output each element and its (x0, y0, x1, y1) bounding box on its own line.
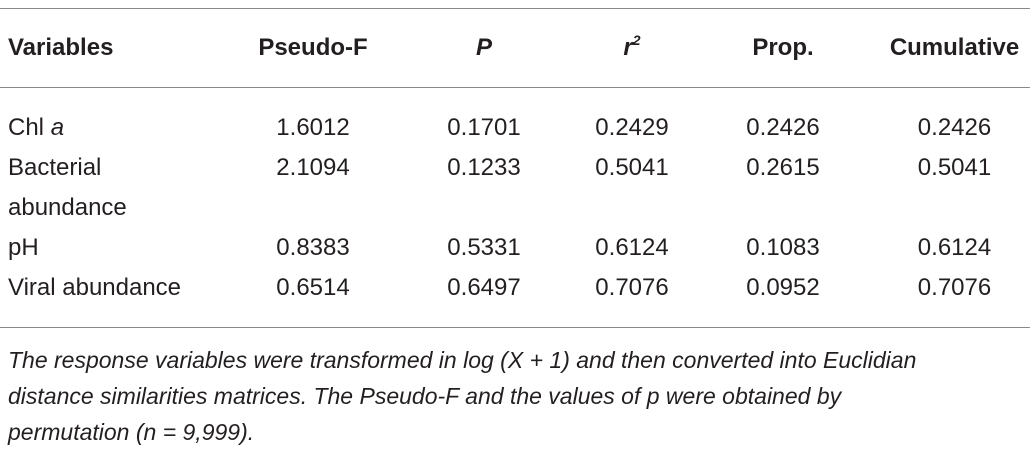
cell-text: Cumulative (889, 34, 1020, 61)
cell-text: Chl (8, 114, 51, 141)
cell-text: 0.2429 (595, 114, 669, 141)
cell: 0.5041 (879, 148, 1030, 228)
header-cell: Prop. (687, 8, 879, 88)
cell: 0.8383 (235, 228, 391, 268)
row-label: Chl a (0, 88, 235, 149)
cell-text: 0.2426 (917, 114, 992, 141)
table-body: Chl a 1.6012 0.1701 0.2429 0.2426 0.2426 Bacte… (0, 88, 1030, 328)
cell-text: Prop. (752, 34, 814, 61)
cell-text: 2.1094 (276, 154, 350, 181)
cell-text: Viral abundance (8, 274, 182, 301)
row-label: pH (0, 228, 235, 268)
cell: 2.1094 (235, 148, 391, 228)
cell: 0.6514 (235, 268, 391, 328)
cell: 0.2615 (687, 148, 879, 228)
footnote-line: distance similarities matrices. The Pseu… (8, 383, 842, 409)
footnote-line: The response variables were transformed … (8, 347, 917, 373)
cell: 0.0952 (687, 268, 879, 328)
table-row: Bacterial abundance 2.1094 0.1233 0.5041 0.2… (0, 148, 1030, 228)
cell: 0.7076 (879, 268, 1030, 328)
cell: 0.5041 (577, 148, 687, 228)
cell-text: 0.0952 (746, 274, 820, 301)
table-row: Viral abundance 0.6514 0.6497 0.7076 0.0952 0… (0, 268, 1030, 328)
cell-text: 0.2615 (746, 154, 820, 181)
header-cell: P (391, 8, 577, 88)
header-cell: Pseudo-F (235, 8, 391, 88)
row-label: Bacterial abundance (0, 148, 235, 228)
cell: 0.6124 (879, 228, 1030, 268)
cell-text: Variables (8, 34, 114, 61)
header-cell: r2 (577, 8, 687, 88)
cell-text: Bacterial abundance (8, 154, 127, 221)
cell: 0.2426 (879, 88, 1030, 149)
cell-text: 0.7076 (595, 274, 669, 301)
header-cell: Cumulative (879, 8, 1030, 88)
cell-text: 0.5331 (447, 234, 521, 261)
cell: 0.1083 (687, 228, 879, 268)
cell-text: 0.6497 (447, 274, 521, 301)
cell-text: 0.2426 (746, 114, 820, 141)
cell-text: 0.8383 (276, 234, 350, 261)
cell-text: 0.7076 (917, 274, 992, 301)
cell-text: 0.1233 (447, 154, 521, 181)
cell-text: 0.5041 (917, 154, 992, 181)
table-row: Chl a 1.6012 0.1701 0.2429 0.2426 0.2426 (0, 88, 1030, 149)
cell-text: 0.5041 (595, 154, 669, 181)
cell: 0.7076 (577, 268, 687, 328)
cell: 1.6012 (235, 88, 391, 149)
cell: 0.5331 (391, 228, 577, 268)
footnote: The response variables were transformed … (0, 328, 1030, 450)
cell-text: P (475, 34, 492, 61)
footnote-line: permutation (n = 9,999). (8, 419, 255, 445)
cell: 0.6124 (577, 228, 687, 268)
table-row: pH 0.8383 0.5331 0.6124 0.1083 0.6124 (0, 228, 1030, 268)
cell: 0.1233 (391, 148, 577, 228)
cell-text: 0.6514 (276, 274, 350, 301)
cell-text: pH (8, 234, 39, 261)
cell-italic: a (50, 114, 65, 141)
cell: 0.2426 (687, 88, 879, 149)
cell-text: 0.6124 (595, 234, 669, 261)
header-cell: Variables (0, 8, 235, 88)
cell: 0.2429 (577, 88, 687, 149)
cell-text: 0.6124 (917, 234, 992, 261)
cell: 0.6497 (391, 268, 577, 328)
cell-text: r (623, 34, 633, 61)
cell-text: 0.1701 (447, 114, 521, 141)
cell-text: Pseudo-F (258, 34, 368, 61)
cell-superscript: 2 (632, 32, 641, 48)
cell-text: 1.6012 (276, 114, 350, 141)
cell: 0.1701 (391, 88, 577, 149)
row-label: Viral abundance (0, 268, 235, 328)
cell-text: 0.1083 (746, 234, 820, 261)
